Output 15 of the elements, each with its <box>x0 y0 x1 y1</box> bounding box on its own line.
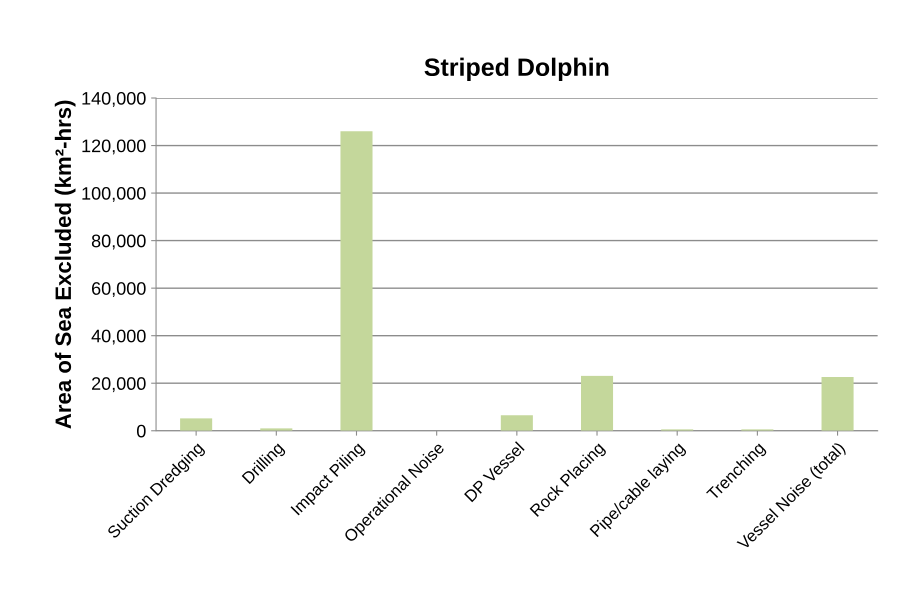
bar <box>500 415 533 431</box>
bar <box>580 376 614 431</box>
y-tick-label: 40,000 <box>92 330 146 345</box>
bar <box>340 131 373 431</box>
y-tick-label: 140,000 <box>82 92 146 107</box>
bar <box>822 377 854 431</box>
y-tick-label: 60,000 <box>92 282 146 298</box>
chart-title: Striped Dolphin <box>424 58 608 81</box>
y-tick-label: 80,000 <box>92 234 146 250</box>
y-tick-label: 0 <box>136 424 146 438</box>
y-tick-label: 20,000 <box>92 377 146 392</box>
y-axis-title: Area of Sea Excluded (km²-hrs) <box>54 100 76 429</box>
bar <box>180 418 212 431</box>
y-tick-label: 100,000 <box>82 187 146 202</box>
y-tick-label: 120,000 <box>82 139 146 154</box>
